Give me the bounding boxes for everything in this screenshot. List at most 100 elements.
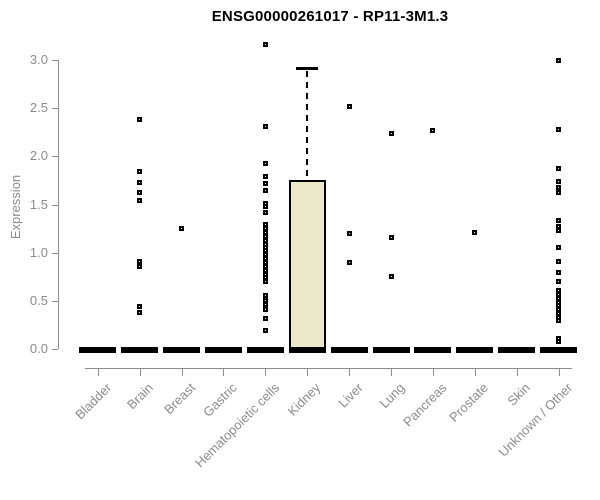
x-tick-label-pancreas: Pancreas (400, 380, 450, 430)
data-point (556, 58, 562, 64)
data-point (262, 180, 268, 186)
data-point (262, 292, 268, 298)
data-point (137, 189, 143, 195)
y-axis-line (58, 60, 59, 350)
x-tick-label-breast: Breast (160, 380, 199, 418)
data-point (262, 297, 268, 303)
data-point (430, 127, 436, 133)
data-point (346, 103, 352, 109)
median-bar (540, 347, 578, 354)
median-bar (121, 347, 159, 354)
median-bar (246, 347, 284, 354)
x-axis-tick (432, 369, 434, 376)
x-axis-tick (139, 369, 141, 376)
x-axis-tick (516, 369, 518, 376)
chart-title: ENSG00000261017 - RP11-3M1.3 (211, 8, 449, 25)
data-point (556, 184, 562, 190)
median-bar (372, 347, 410, 354)
data-point (556, 228, 562, 234)
x-tick-label-bladder: Bladder (72, 380, 115, 423)
median-bar (163, 347, 200, 354)
data-point (262, 327, 268, 333)
y-axis-tick (52, 252, 58, 254)
median-bar (79, 347, 117, 354)
data-point (556, 244, 562, 250)
median-bar (414, 347, 452, 354)
data-point (137, 198, 143, 204)
data-point (262, 42, 268, 48)
data-point (137, 310, 143, 316)
x-tick-label-lung: Lung (376, 380, 408, 412)
data-point (556, 189, 562, 195)
x-axis-tick (181, 369, 183, 376)
y-axis-tick (52, 156, 58, 158)
y-tick-label: 0.0 (29, 341, 48, 357)
y-tick-label: 1.0 (29, 244, 48, 260)
x-axis-tick (391, 369, 392, 376)
data-point (262, 279, 268, 285)
data-point (556, 279, 562, 285)
x-tick-label-brain: Brain (124, 380, 157, 413)
x-tick-label-skin: Skin (504, 380, 534, 409)
data-point (137, 179, 143, 185)
median-bar (330, 347, 368, 354)
median-bar (498, 347, 536, 354)
x-axis-tick (307, 369, 309, 376)
data-point (388, 274, 394, 280)
data-point (137, 259, 143, 265)
x-tick-label-gastric: Gastric (200, 380, 241, 420)
y-tick-label: 1.5 (29, 196, 48, 212)
data-point (262, 209, 268, 215)
y-axis-tick (52, 108, 58, 110)
y-tick-label: 2.0 (29, 148, 48, 164)
data-point (388, 130, 394, 136)
y-tick-label: 2.5 (29, 100, 48, 116)
data-point (556, 217, 562, 223)
x-axis-tick (558, 369, 560, 376)
data-point (346, 231, 352, 237)
median-bar (204, 347, 242, 354)
x-axis-tick (223, 369, 225, 376)
data-point (262, 187, 268, 193)
x-axis-tick (97, 369, 99, 376)
data-point (556, 126, 562, 132)
data-point (262, 315, 268, 321)
data-point (556, 339, 562, 345)
whisker-cap (296, 67, 319, 71)
x-tick-label-unknown-other: Unknown / Other (495, 380, 576, 460)
data-point (262, 204, 268, 210)
data-point (388, 234, 394, 240)
y-tick-label: 0.5 (29, 293, 48, 309)
data-point (262, 174, 268, 180)
data-point (137, 304, 143, 310)
data-point (179, 226, 184, 232)
y-axis-tick (52, 301, 58, 303)
median-bar (456, 347, 494, 354)
data-point (472, 230, 478, 236)
data-point (137, 169, 143, 175)
y-axis-tick (52, 349, 58, 351)
data-point (262, 302, 268, 308)
data-point (137, 263, 143, 269)
data-point (556, 317, 562, 323)
x-axis-tick (265, 369, 267, 376)
data-point (556, 259, 562, 265)
data-point (556, 165, 562, 171)
box-kidney (288, 179, 326, 351)
x-tick-label-liver: Liver (335, 380, 366, 411)
data-point (262, 160, 268, 166)
x-axis-tick (474, 369, 476, 376)
whisker-line (306, 70, 309, 178)
data-point (262, 124, 268, 130)
y-axis-tick (52, 204, 58, 206)
y-axis-tick (52, 60, 58, 61)
x-tick-label-prostate: Prostate (446, 380, 492, 425)
data-point (137, 117, 143, 123)
data-point (556, 179, 562, 184)
data-point (262, 307, 268, 313)
median-bar (288, 347, 326, 354)
data-point (346, 260, 352, 265)
x-axis-tick (349, 369, 351, 376)
data-point (556, 269, 562, 275)
